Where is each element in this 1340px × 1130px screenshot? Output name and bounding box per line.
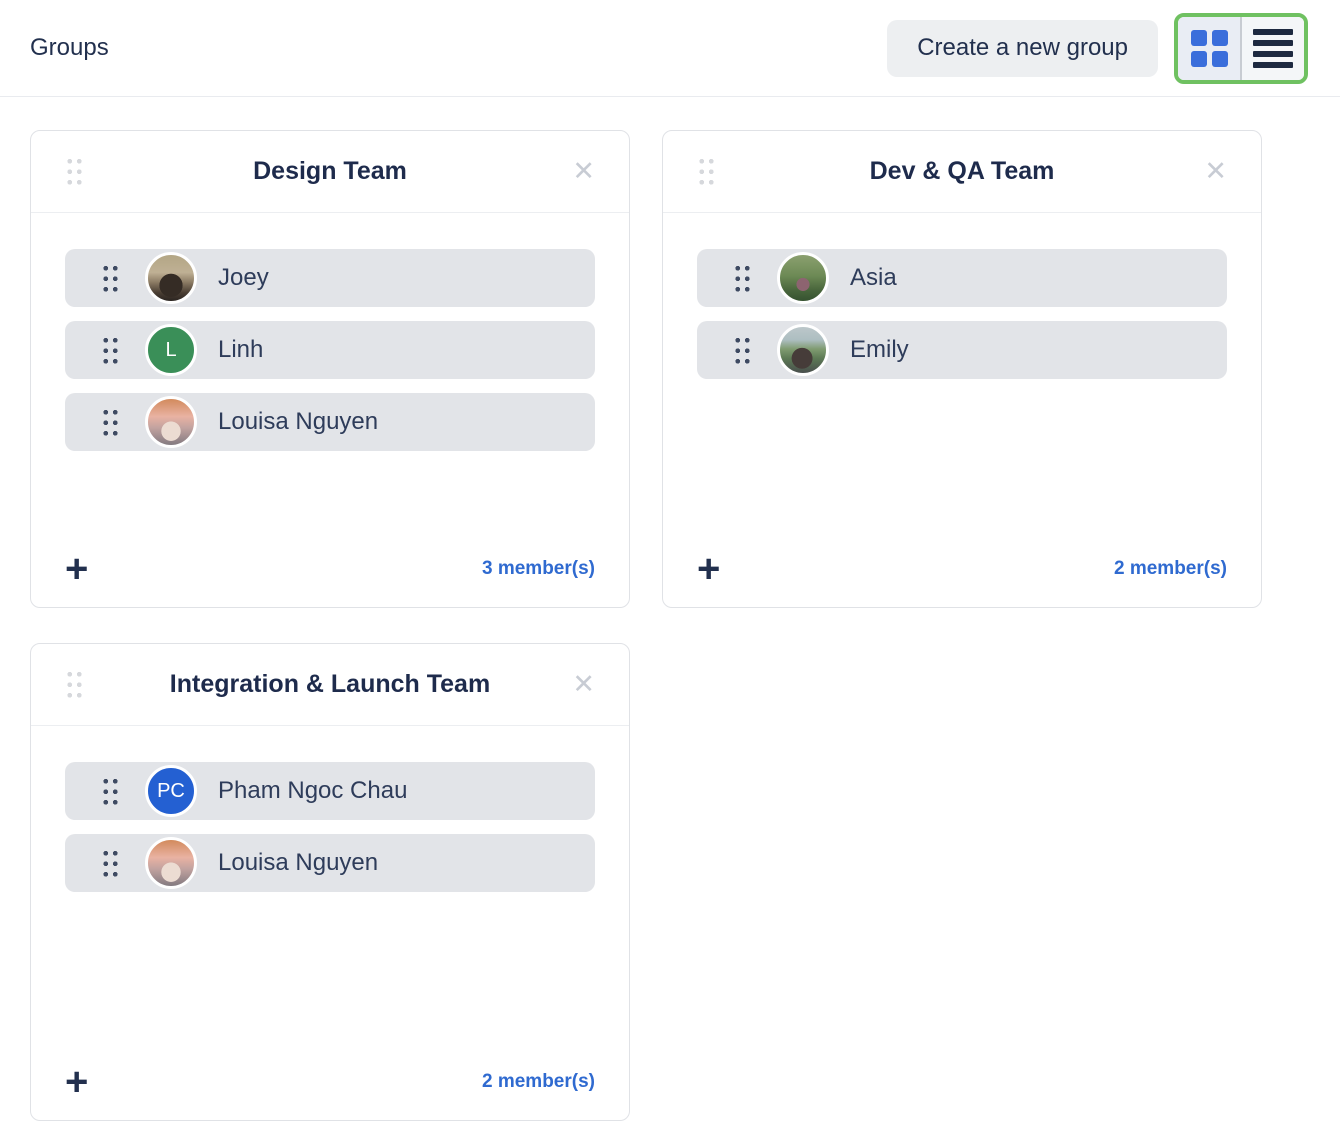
group-members-list: Joey L Linh Louisa Nguyen	[31, 213, 629, 553]
view-toggle	[1174, 12, 1308, 84]
add-member-button[interactable]: +	[697, 547, 721, 591]
plus-icon: +	[65, 1060, 89, 1104]
member-drag-handle-icon[interactable]	[733, 262, 752, 294]
group-title: Design Team	[253, 157, 407, 185]
member-row[interactable]: PC Pham Ngoc Chau	[65, 762, 595, 820]
group-title: Integration & Launch Team	[169, 670, 491, 698]
close-icon[interactable]: ✕	[572, 669, 595, 699]
member-drag-handle-icon[interactable]	[101, 262, 120, 294]
member-drag-handle-icon[interactable]	[733, 334, 752, 366]
member-count: 3 member(s)	[482, 558, 595, 579]
toggle-divider	[1240, 16, 1242, 80]
group-drag-handle-icon[interactable]	[65, 669, 84, 700]
list-view-icon	[1253, 28, 1293, 68]
group-card: Design Team ✕ Joey L Linh Louisa Nguyen …	[30, 130, 630, 608]
avatar: PC	[145, 765, 197, 817]
group-card: Integration & Launch Team ✕ PC Pham Ngoc…	[30, 643, 630, 1121]
member-name: Emily	[850, 336, 909, 363]
avatar	[145, 396, 197, 448]
create-group-button[interactable]: Create a new group	[887, 19, 1158, 77]
group-members-list: Asia Emily	[663, 213, 1261, 553]
page-header: Groups Create a new group	[0, 0, 1340, 97]
close-icon[interactable]: ✕	[572, 156, 595, 186]
plus-icon: +	[697, 547, 721, 591]
plus-icon: +	[65, 547, 89, 591]
member-name: Asia	[850, 264, 897, 291]
avatar-initials: L	[165, 339, 177, 361]
member-drag-handle-icon[interactable]	[101, 847, 120, 879]
avatar	[145, 252, 197, 304]
member-row[interactable]: Asia	[697, 249, 1227, 307]
member-name: Linh	[218, 336, 264, 363]
group-card-footer: + 2 member(s)	[663, 547, 1261, 607]
groups-grid: Design Team ✕ Joey L Linh Louisa Nguyen …	[0, 97, 1340, 1130]
group-card-footer: + 2 member(s)	[31, 1060, 629, 1120]
group-card-header: Dev & QA Team ✕	[663, 131, 1261, 213]
page-title: Groups	[30, 34, 109, 61]
group-drag-handle-icon[interactable]	[65, 156, 84, 187]
member-drag-handle-icon[interactable]	[101, 775, 120, 807]
member-drag-handle-icon[interactable]	[101, 406, 120, 438]
avatar: L	[145, 324, 197, 376]
member-row[interactable]: L Linh	[65, 321, 595, 379]
grid-view-button[interactable]	[1178, 16, 1240, 80]
grid-view-icon	[1190, 29, 1228, 67]
member-drag-handle-icon[interactable]	[101, 334, 120, 366]
member-name: Louisa Nguyen	[218, 849, 379, 876]
avatar	[777, 324, 829, 376]
group-title: Dev & QA Team	[869, 157, 1055, 185]
group-card-header: Design Team ✕	[31, 131, 629, 213]
avatar	[777, 252, 829, 304]
member-name: Louisa Nguyen	[218, 408, 379, 435]
member-row[interactable]: Louisa Nguyen	[65, 834, 595, 892]
group-drag-handle-icon[interactable]	[697, 156, 716, 187]
member-row[interactable]: Emily	[697, 321, 1227, 379]
avatar-initials: PC	[157, 780, 185, 802]
list-view-button[interactable]	[1242, 16, 1304, 80]
member-row[interactable]: Louisa Nguyen	[65, 393, 595, 451]
member-name: Pham Ngoc Chau	[218, 777, 408, 804]
group-card-footer: + 3 member(s)	[31, 547, 629, 607]
add-member-button[interactable]: +	[65, 1060, 89, 1104]
header-actions: Create a new group	[887, 12, 1308, 84]
avatar	[145, 837, 197, 889]
member-count: 2 member(s)	[482, 1071, 595, 1092]
close-icon[interactable]: ✕	[1204, 156, 1227, 186]
member-name: Joey	[218, 264, 269, 291]
group-members-list: PC Pham Ngoc Chau Louisa Nguyen	[31, 726, 629, 1066]
add-member-button[interactable]: +	[65, 547, 89, 591]
group-card-header: Integration & Launch Team ✕	[31, 644, 629, 726]
member-count: 2 member(s)	[1114, 558, 1227, 579]
member-row[interactable]: Joey	[65, 249, 595, 307]
group-card: Dev & QA Team ✕ Asia Emily + 2 member(s)	[662, 130, 1262, 608]
